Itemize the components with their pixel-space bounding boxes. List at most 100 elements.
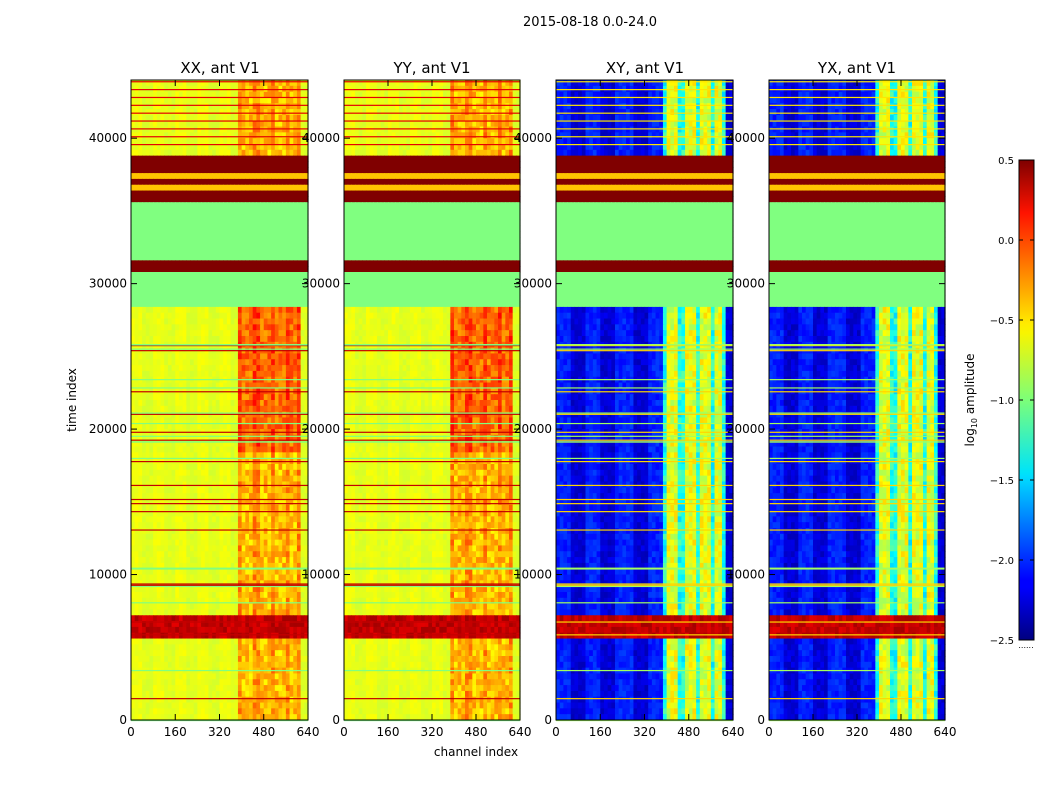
heatmap-cell bbox=[278, 260, 283, 267]
heatmap-cell bbox=[160, 498, 165, 506]
heatmap-cell bbox=[293, 493, 298, 500]
heatmap-cell bbox=[226, 272, 232, 279]
heatmap-cell bbox=[293, 225, 298, 232]
heatmap-cell bbox=[175, 626, 180, 634]
heatmap-cell bbox=[300, 161, 305, 168]
heatmap-cell bbox=[300, 417, 305, 424]
heatmap-cell bbox=[234, 452, 239, 459]
heatmap-cell bbox=[223, 597, 228, 605]
heatmap-cell bbox=[164, 621, 169, 628]
heatmap-cell bbox=[160, 277, 165, 285]
heatmap-cell bbox=[260, 231, 265, 238]
heatmap-cell bbox=[282, 592, 287, 599]
heatmap-cell bbox=[237, 237, 243, 244]
heatmap-cell bbox=[267, 178, 272, 186]
heatmap-cell bbox=[289, 324, 294, 331]
heatmap-cell bbox=[182, 475, 187, 483]
heatmap-cell bbox=[282, 644, 287, 651]
heatmap-cell bbox=[271, 394, 276, 401]
heatmap-cell bbox=[274, 400, 280, 407]
heatmap-cell bbox=[245, 562, 250, 570]
heatmap-cell bbox=[204, 626, 210, 634]
heatmap-cell bbox=[204, 318, 210, 325]
heatmap-cell bbox=[252, 365, 257, 372]
heatmap-cell bbox=[134, 231, 139, 238]
heatmap-cell bbox=[300, 184, 305, 192]
heatmap-cell bbox=[134, 312, 139, 320]
heatmap-cell bbox=[249, 225, 254, 232]
heatmap-cell bbox=[260, 248, 265, 256]
heatmap-cell bbox=[160, 237, 165, 244]
heatmap-cell bbox=[145, 440, 151, 448]
heatmap-cell bbox=[175, 138, 180, 145]
heatmap-cell bbox=[138, 661, 143, 669]
heatmap-cell bbox=[164, 417, 169, 424]
heatmap-cell bbox=[142, 487, 147, 494]
heatmap-cell bbox=[171, 551, 176, 558]
heatmap-cell bbox=[215, 661, 221, 669]
heatmap-cell bbox=[186, 138, 191, 145]
heatmap-cell bbox=[304, 184, 309, 192]
heatmap-cell bbox=[138, 208, 143, 215]
heatmap-cell bbox=[208, 266, 213, 273]
heatmap-cell bbox=[237, 114, 243, 122]
heatmap-cell bbox=[223, 301, 228, 308]
heatmap-cell bbox=[134, 621, 139, 628]
heatmap-cell bbox=[134, 167, 139, 174]
heatmap-cell bbox=[164, 586, 169, 593]
heatmap-cell bbox=[167, 394, 173, 401]
heatmap-cell bbox=[256, 621, 261, 628]
heatmap-cell bbox=[245, 149, 250, 157]
heatmap-cell bbox=[156, 359, 162, 366]
heatmap-cell bbox=[274, 516, 280, 523]
heatmap-cell bbox=[186, 487, 191, 494]
heatmap-cell bbox=[282, 522, 287, 529]
heatmap-cell bbox=[156, 661, 162, 669]
heatmap-cell bbox=[293, 586, 298, 593]
heatmap-cell bbox=[138, 202, 143, 209]
heatmap-cell bbox=[186, 557, 191, 564]
heatmap-cell bbox=[285, 516, 291, 523]
heatmap-cell bbox=[237, 481, 243, 488]
heatmap-cell bbox=[245, 650, 250, 657]
heatmap-cell bbox=[167, 184, 173, 192]
heatmap-cell bbox=[215, 510, 221, 517]
heatmap-cell bbox=[241, 539, 246, 547]
heatmap-cell bbox=[175, 225, 180, 232]
heatmap-cell bbox=[193, 464, 198, 471]
heatmap-cell bbox=[160, 173, 165, 180]
heatmap-cell bbox=[160, 545, 165, 552]
heatmap-cell bbox=[282, 545, 287, 552]
heatmap-cell bbox=[134, 434, 139, 442]
figure-suptitle: 2015-08-18 0.0-24.0 bbox=[523, 15, 657, 30]
heatmap-cell bbox=[271, 510, 276, 517]
heatmap-cell bbox=[190, 528, 195, 535]
heatmap-cell bbox=[134, 202, 139, 209]
heatmap-cell bbox=[282, 254, 287, 261]
heatmap-cell bbox=[263, 97, 269, 104]
heatmap-cell bbox=[296, 225, 302, 232]
heatmap-cell bbox=[164, 446, 169, 453]
heatmap-cell bbox=[138, 673, 143, 680]
heatmap-cell bbox=[219, 254, 224, 261]
heatmap-cell bbox=[164, 103, 169, 110]
heatmap-cell bbox=[296, 469, 302, 477]
heatmap-cell bbox=[190, 237, 195, 244]
heatmap-cell bbox=[230, 132, 235, 139]
heatmap-cell bbox=[278, 144, 283, 151]
heatmap-cell bbox=[156, 679, 162, 686]
heatmap-cell bbox=[175, 91, 180, 99]
heatmap-cell bbox=[289, 178, 294, 186]
heatmap-cell bbox=[249, 597, 254, 605]
heatmap-cell bbox=[164, 324, 169, 331]
heatmap-cell bbox=[219, 312, 224, 320]
heatmap-cell bbox=[293, 661, 298, 669]
heatmap-cell bbox=[131, 196, 136, 203]
heatmap-cell bbox=[226, 277, 232, 285]
heatmap-cell bbox=[131, 272, 136, 279]
heatmap-cell bbox=[134, 161, 139, 168]
heatmap-cell bbox=[223, 260, 228, 267]
heatmap-cell bbox=[171, 632, 176, 640]
heatmap-cell bbox=[175, 621, 180, 628]
heatmap-cell bbox=[208, 528, 213, 535]
